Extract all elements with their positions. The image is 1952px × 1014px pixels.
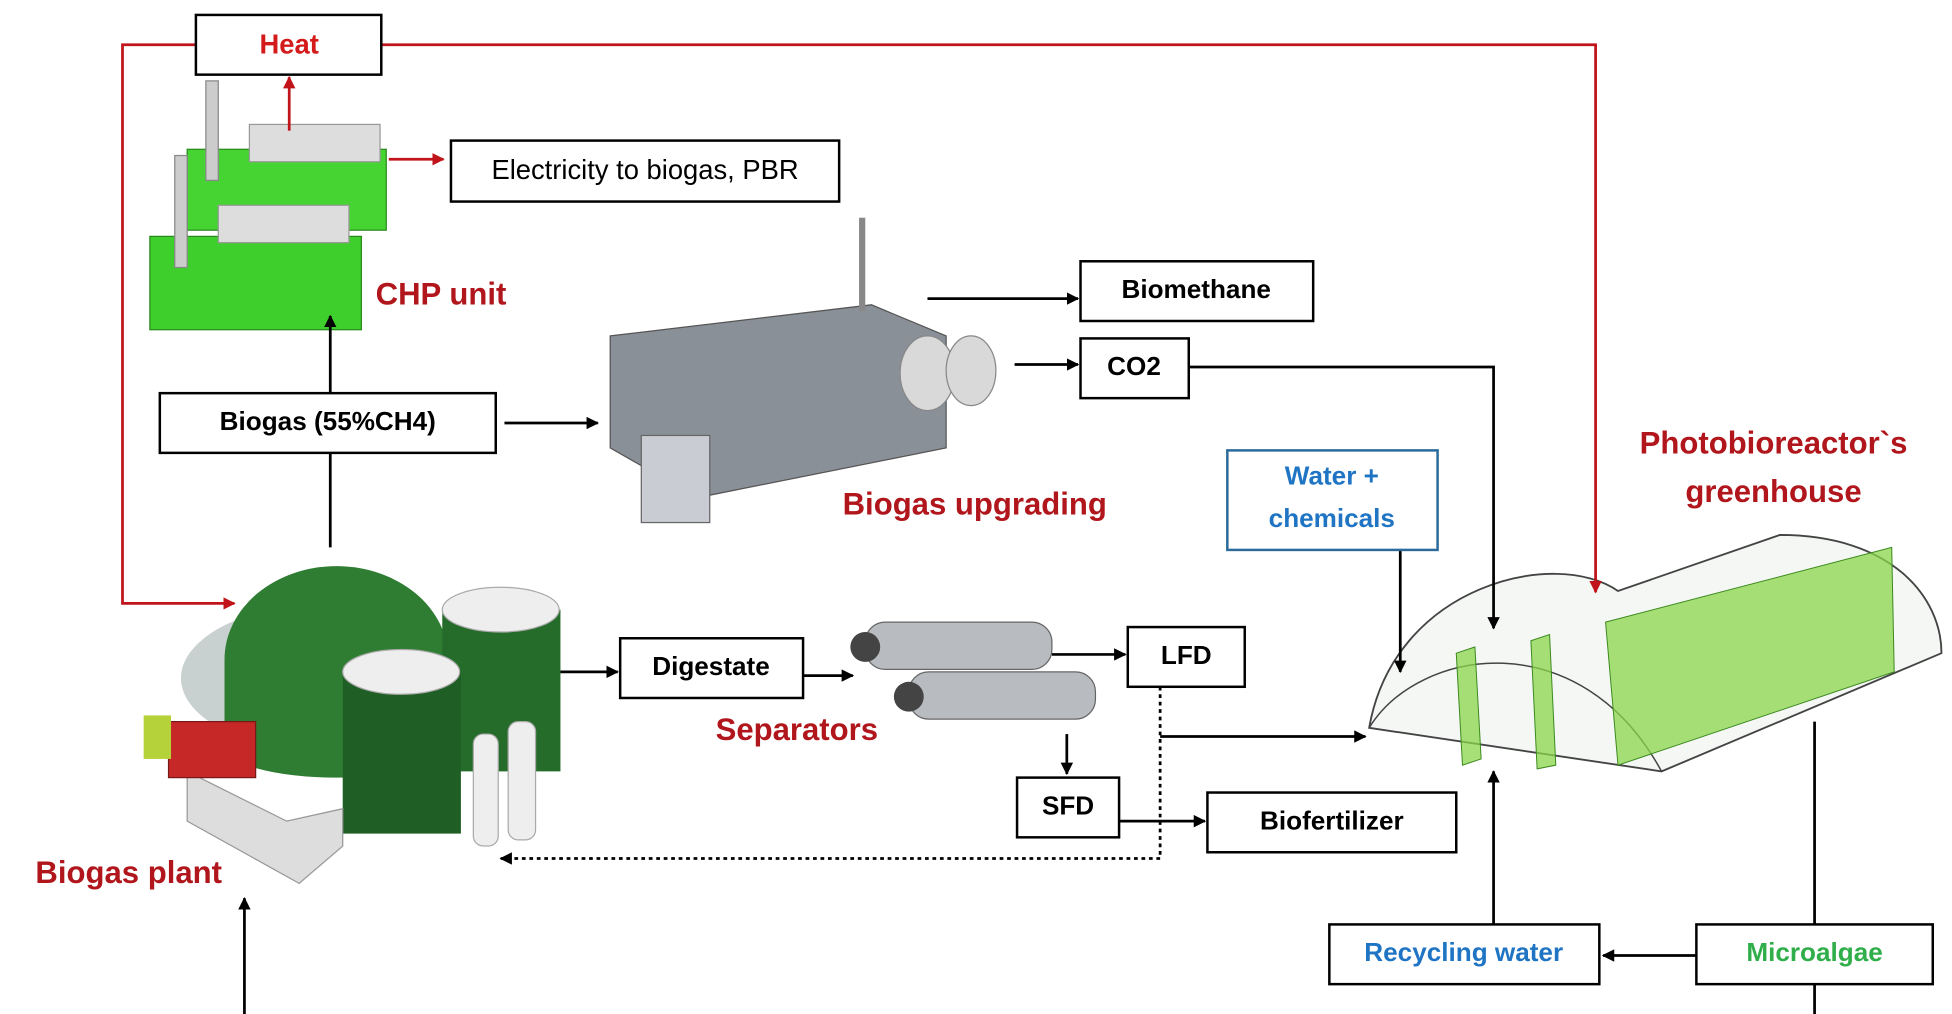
microalgae-box — [1695, 923, 1935, 986]
biogas-plant-image — [143, 566, 561, 885]
separators-image — [850, 621, 1097, 720]
electricity-label: Electricity to biogas, PBR — [491, 154, 798, 185]
greenhouse-image — [1368, 534, 1943, 773]
electricity-box — [449, 139, 841, 203]
water-box — [1226, 449, 1439, 552]
chp-unit-image — [149, 80, 387, 331]
sfd-box — [1015, 776, 1121, 839]
sfd-label: SFD — [1042, 790, 1094, 820]
equipment-illustrations — [143, 80, 1943, 885]
biomethane-label: Biomethane — [1121, 274, 1270, 304]
water-label: chemicals — [1269, 503, 1395, 533]
biomethane-box — [1079, 260, 1315, 323]
water-label: Water + — [1285, 461, 1379, 491]
biogas-box — [158, 391, 497, 455]
lfd-box — [1126, 625, 1246, 689]
arrow — [1188, 365, 1500, 630]
greenhouse-label: Photobioreactor`s — [1640, 426, 1908, 461]
separators-label: Separators — [716, 712, 878, 747]
boxes: Heat Electricity to biogas, PBR CHP unit… — [35, 13, 1935, 986]
co2-label: CO2 — [1107, 351, 1161, 381]
heat-line — [121, 43, 236, 610]
biofertilizer-label: Biofertilizer — [1260, 805, 1404, 835]
biofertilizer-box — [1206, 791, 1458, 854]
digestate-label: Digestate — [652, 651, 770, 681]
recycling-box — [1328, 923, 1601, 986]
biogas-plant-label: Biogas plant — [35, 855, 222, 890]
upgrading-label: Biogas upgrading — [843, 487, 1107, 522]
upgrading-image — [609, 217, 997, 524]
heat-box — [194, 13, 383, 76]
biogas-label: Biogas (55%CH4) — [220, 406, 436, 436]
chp-label: CHP unit — [376, 276, 507, 311]
microalgae-label: Microalgae — [1746, 937, 1882, 967]
heat-label: Heat — [260, 28, 319, 59]
lfd-label: LFD — [1161, 640, 1212, 670]
connectors — [121, 43, 1816, 1014]
recycling-label: Recycling water — [1364, 937, 1563, 967]
co2-box — [1079, 337, 1190, 400]
greenhouse-label: greenhouse — [1685, 474, 1861, 509]
dotted-return — [499, 686, 1162, 865]
digestate-box — [618, 637, 805, 700]
heat-line — [381, 43, 1602, 594]
